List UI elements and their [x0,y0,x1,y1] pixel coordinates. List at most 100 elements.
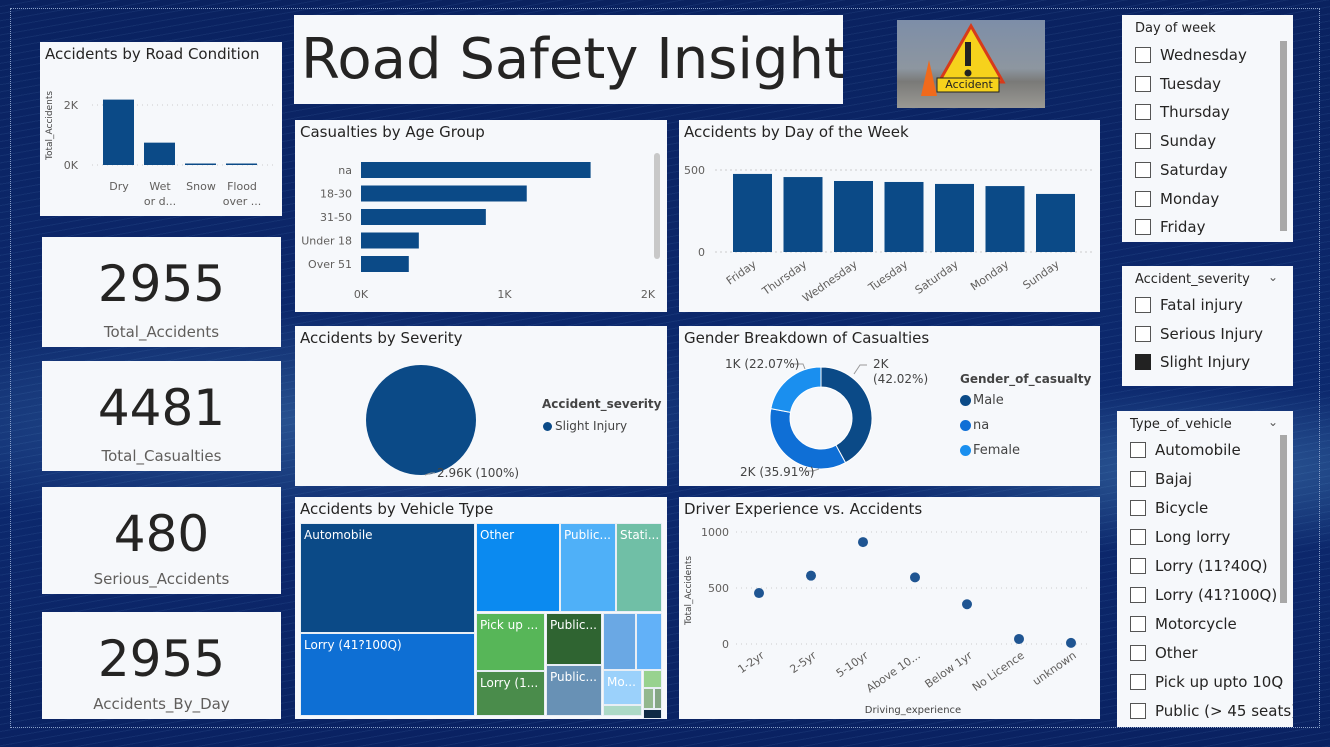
bar[interactable] [361,185,527,202]
vehicle-type-treemap[interactable]: Accidents by Vehicle Type Automobile Lorr… [295,497,667,719]
bar[interactable] [985,186,1025,252]
leader-line[interactable] [791,363,806,370]
treemap-tile[interactable] [603,705,642,716]
treemap-tile[interactable]: Automobile [300,523,475,633]
day-of-week-chart[interactable]: Accidents by Day of the Week 500 0 Friday T… [679,120,1100,312]
treemap-tile[interactable] [643,670,662,688]
checkbox[interactable] [1135,161,1151,178]
severity-chart[interactable]: Accidents by Severity 2.96K (100%) Accid… [295,326,667,486]
checkbox[interactable] [1130,500,1146,516]
chevron-down-icon[interactable]: ⌄ [1267,270,1278,284]
checkbox[interactable] [1135,133,1151,150]
slicer-item[interactable]: Public (> 45 seats) [1130,702,1293,720]
slicer-item[interactable]: Motorcycle [1130,615,1237,633]
treemap-tile[interactable] [636,613,662,670]
checkbox[interactable] [1135,219,1151,236]
driver-experience-chart[interactable]: Driver Experience vs. Accidents 1000 500 0… [679,497,1100,719]
slicer-item[interactable]: Friday [1135,218,1205,236]
accident-severity-slicer[interactable]: Accident_severity ⌄ Fatal injury Serious … [1122,266,1293,386]
slicer-item[interactable]: Saturday [1135,161,1228,179]
data-point[interactable] [858,537,868,548]
bar[interactable] [834,180,873,252]
checkbox[interactable] [1135,47,1151,63]
slicer-item[interactable]: Sunday [1135,132,1216,150]
slicer-item[interactable]: Pick up upto 10Q [1130,673,1283,691]
treemap-tile[interactable] [643,688,654,709]
treemap-tile[interactable]: Stati... [616,523,662,612]
bar[interactable] [1036,193,1075,252]
data-point[interactable] [1066,637,1076,648]
checkbox[interactable] [1130,616,1146,632]
checkbox[interactable] [1130,529,1146,545]
legend-item[interactable]: Female [960,443,1020,458]
bar[interactable] [226,163,257,166]
treemap-tile[interactable]: Mo... [603,670,642,705]
bar[interactable] [361,256,409,272]
treemap-tile[interactable]: Pick up ... [476,613,545,671]
donut-slice-female[interactable] [770,366,822,413]
bar[interactable] [783,177,823,252]
treemap-tile[interactable] [643,709,662,719]
day-of-week-slicer[interactable]: Day of week Wednesday Tuesday Thursday Sund… [1122,15,1293,242]
treemap-tile[interactable]: Other [476,523,560,612]
bar[interactable] [361,232,419,249]
data-point[interactable] [962,599,972,610]
checkbox[interactable] [1130,587,1146,603]
checkbox[interactable] [1130,558,1146,574]
legend-item[interactable]: Male [960,393,1004,408]
checkbox[interactable] [1135,75,1151,92]
checkbox[interactable] [1135,190,1151,207]
road-condition-chart[interactable]: Accidents by Road Condition 2K 0K Total_Ac… [40,42,282,216]
slicer-item[interactable]: Monday [1135,190,1219,208]
age-group-chart[interactable]: Casualties by Age Group na 18-30 31-50 Unde… [295,120,667,312]
checkbox[interactable] [1135,325,1151,342]
slicer-item[interactable]: Bajaj [1130,470,1192,488]
bar[interactable] [884,181,924,252]
chevron-down-icon[interactable]: ⌄ [1267,415,1278,429]
treemap-tile[interactable] [603,613,636,670]
gender-chart[interactable]: Gender Breakdown of Casualties 2K (42.02… [679,326,1100,486]
bar[interactable] [361,162,591,178]
treemap-tile[interactable]: Lorry (1... [476,671,545,716]
slicer-item[interactable]: Bicycle [1130,499,1208,517]
checkbox[interactable] [1135,104,1151,121]
data-point[interactable] [806,570,816,581]
legend-item[interactable]: na [960,418,989,433]
slicer-item[interactable]: Serious Injury [1135,325,1263,343]
bar[interactable] [361,209,486,225]
bar[interactable] [103,99,134,165]
checkbox[interactable] [1130,703,1146,719]
scrollbar[interactable] [1280,41,1287,231]
data-point[interactable] [754,588,764,599]
donut-slice-na[interactable] [769,408,847,470]
scrollbar[interactable] [654,153,660,259]
slicer-item[interactable]: Automobile [1130,441,1241,459]
slicer-item[interactable]: Lorry (41?100Q) [1130,586,1277,604]
slicer-item[interactable]: Slight Injury [1135,353,1250,371]
checkbox[interactable] [1130,674,1146,690]
bar[interactable] [935,183,974,252]
bar[interactable] [144,142,175,165]
checkbox[interactable] [1130,645,1146,661]
leader-line[interactable] [805,468,820,472]
slicer-item[interactable]: Other [1130,644,1198,662]
slicer-item[interactable]: Lorry (11?40Q) [1130,557,1268,575]
treemap-tile[interactable]: Lorry (41?100Q) [300,633,475,716]
bar[interactable] [733,173,772,252]
bar[interactable] [185,163,216,166]
scrollbar[interactable] [1280,435,1287,603]
checkbox[interactable] [1135,297,1151,313]
donut-slice-male[interactable] [820,366,873,464]
checkbox[interactable] [1130,442,1146,458]
data-point[interactable] [910,572,920,583]
checkbox[interactable] [1135,354,1151,371]
treemap-tile[interactable] [654,688,662,709]
slicer-item[interactable]: Long lorry [1130,528,1230,546]
pie-slice-slight-injury[interactable] [366,365,476,475]
vehicle-type-slicer[interactable]: Type_of_vehicle ⌄ Automobile Bajaj Bicycle… [1117,411,1293,727]
slicer-item[interactable]: Wednesday [1135,46,1247,64]
slicer-item[interactable]: Tuesday [1135,75,1221,93]
data-point[interactable] [1014,633,1024,644]
slicer-item[interactable]: Fatal injury [1135,296,1243,314]
treemap-tile[interactable]: Public... [546,665,602,716]
